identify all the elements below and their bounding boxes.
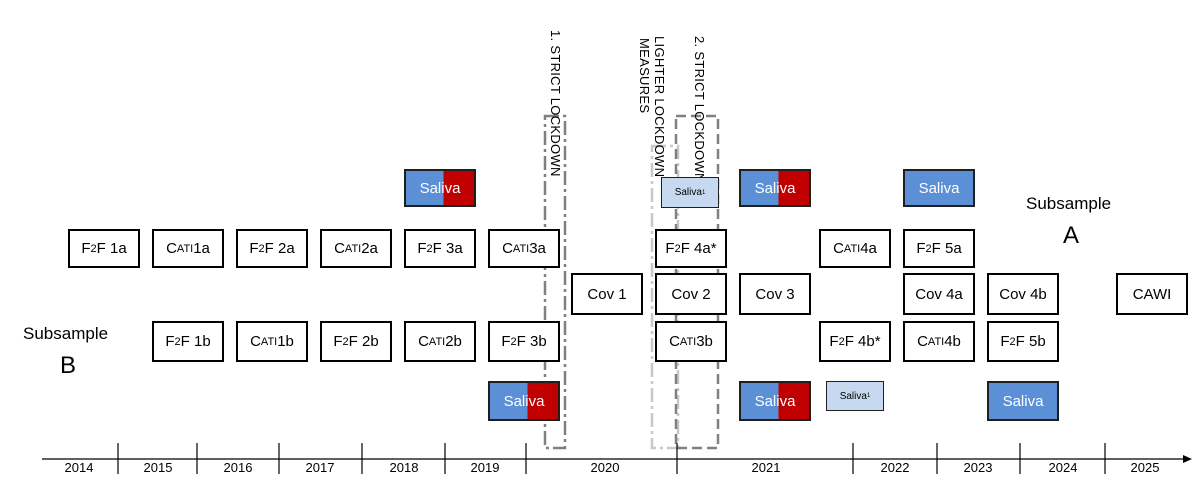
year-label: 2021	[751, 460, 781, 475]
year-label: 2023	[963, 460, 993, 475]
subsample-a-label: Subsample	[1026, 194, 1112, 213]
year-label: 2015	[143, 460, 173, 475]
year-label: 2014	[64, 460, 94, 475]
year-label: 2025	[1130, 460, 1160, 475]
year-label: 2017	[305, 460, 335, 475]
wave-cov-3: Cov 3	[739, 273, 811, 315]
first-lockdown-band	[543, 114, 567, 450]
saliva-b-2021: Saliva	[739, 381, 811, 421]
saliva-label: Saliva	[918, 179, 960, 197]
wave-cati-2b: C ATI 2b	[404, 321, 476, 362]
year-ticks	[117, 443, 1106, 474]
saliva-b-2019: Saliva	[488, 381, 560, 421]
lighter-lockdown-line2: MEASURES	[637, 38, 652, 114]
saliva-label: Saliva	[1002, 392, 1044, 410]
saliva-footnote: 1	[866, 393, 871, 399]
subsample-a-letter: A	[1063, 222, 1080, 249]
year-label: 2024	[1048, 460, 1078, 475]
wave-cov-2: Cov 2	[655, 273, 727, 315]
year-label: 2022	[880, 460, 910, 475]
saliva-label: Saliva	[754, 392, 796, 410]
saliva-a-2022: Saliva	[903, 169, 975, 207]
saliva-a-2020-small: Saliva 1	[661, 177, 719, 208]
saliva-a-2018: Saliva	[404, 169, 476, 207]
wave-cati-4a: C ATI 4a	[819, 229, 891, 268]
wave-cati-3a: C ATI 3a	[488, 229, 560, 268]
lighter-lockdown-line1: LIGHTER LOCKDOWN	[652, 36, 667, 178]
wave-cati-2a: C ATI 2a	[320, 229, 392, 268]
wave-cati-4b: C ATI 4b	[903, 321, 975, 362]
saliva-label: Saliva	[419, 179, 461, 197]
saliva-b-2023: Saliva	[987, 381, 1059, 421]
subsample-b-label: Subsample	[23, 324, 109, 343]
year-label: 2018	[389, 460, 419, 475]
second-lockdown-band	[674, 114, 720, 450]
saliva-small-label: Saliva	[839, 390, 867, 402]
saliva-label: Saliva	[754, 179, 796, 197]
lighter-lockdown-label: LIGHTER LOCKDOWN MEASURES	[637, 36, 667, 178]
year-label: 2019	[470, 460, 500, 475]
saliva-a-2021: Saliva	[739, 169, 811, 207]
wave-cov-4a: Cov 4a	[903, 273, 975, 315]
wave-cov-1: Cov 1	[571, 273, 643, 315]
wave-cati-3b: C ATI 3b	[655, 321, 727, 362]
saliva-label: Saliva	[503, 392, 545, 410]
wave-cati-1a: C ATI 1a	[152, 229, 224, 268]
second-lockdown-label: 2. STRICT LOCKDOWN	[692, 36, 707, 183]
subsample-b-letter: B	[60, 352, 77, 379]
wave-cawi: CAWI	[1116, 273, 1188, 315]
time-axis-arrow	[1183, 455, 1192, 463]
wave-cov-4b: Cov 4b	[987, 273, 1059, 315]
wave-cati-1b: C ATI 1b	[236, 321, 308, 362]
saliva-small-label: Saliva	[674, 187, 702, 198]
first-lockdown-label: 1. STRICT LOCKDOWN	[548, 30, 563, 177]
saliva-footnote: 1	[701, 189, 706, 196]
saliva-b-2021-small: Saliva 1	[826, 381, 884, 411]
year-label: 2020	[590, 460, 620, 475]
year-label: 2016	[223, 460, 253, 475]
